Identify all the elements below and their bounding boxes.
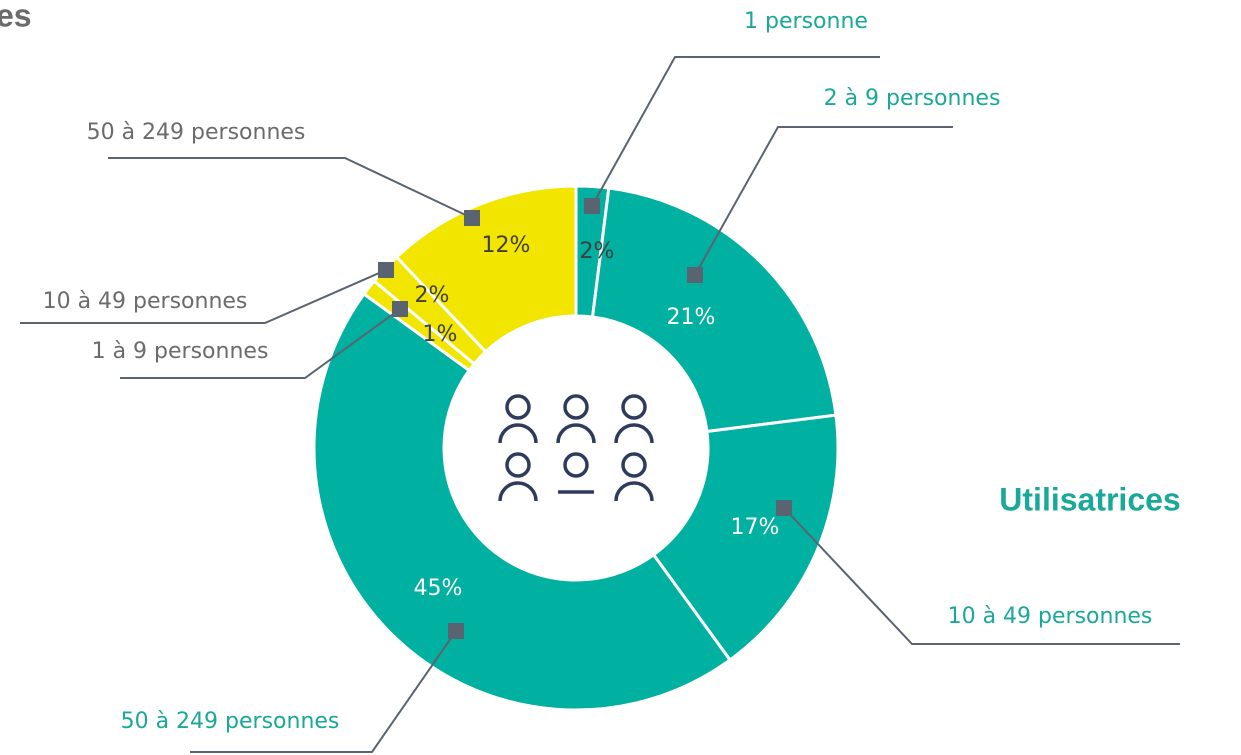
leader-marker	[584, 198, 600, 214]
leader-line	[108, 157, 473, 219]
leader-marker	[464, 210, 480, 226]
leader-marker	[448, 623, 464, 639]
people-icon	[498, 394, 654, 502]
value-label: 2%	[415, 283, 450, 308]
category-label: 1 à 9 personnes	[92, 339, 269, 364]
value-label: 21%	[667, 305, 716, 330]
leader-marker	[687, 267, 703, 283]
category-label: 1 personne	[744, 9, 868, 34]
leader-line	[591, 56, 880, 207]
value-label: 45%	[414, 576, 463, 601]
chart-title: es	[0, 0, 32, 33]
category-label: 50 à 249 personnes	[87, 120, 306, 145]
category-label: 2 à 9 personnes	[824, 86, 1001, 111]
slice	[394, 184, 578, 354]
leader-line	[190, 630, 457, 753]
category-label: 50 à 249 personnes	[121, 709, 340, 734]
leader-marker	[776, 500, 792, 516]
leader-line	[20, 269, 387, 324]
value-label: 12%	[482, 233, 531, 258]
value-label: 2%	[580, 239, 615, 264]
leader-line	[120, 308, 401, 379]
value-label: 17%	[731, 515, 780, 540]
leader-marker	[392, 301, 408, 317]
leader-line	[783, 507, 1180, 645]
leader-line	[694, 126, 953, 276]
category-label: 10 à 49 personnes	[43, 289, 248, 314]
value-label: 1%	[423, 322, 458, 347]
slice	[590, 186, 838, 434]
leader-marker	[378, 262, 394, 278]
category-label: 10 à 49 personnes	[948, 604, 1153, 629]
slice	[312, 291, 733, 712]
annotation: Utilisatrices	[999, 481, 1180, 517]
slice	[651, 413, 840, 663]
